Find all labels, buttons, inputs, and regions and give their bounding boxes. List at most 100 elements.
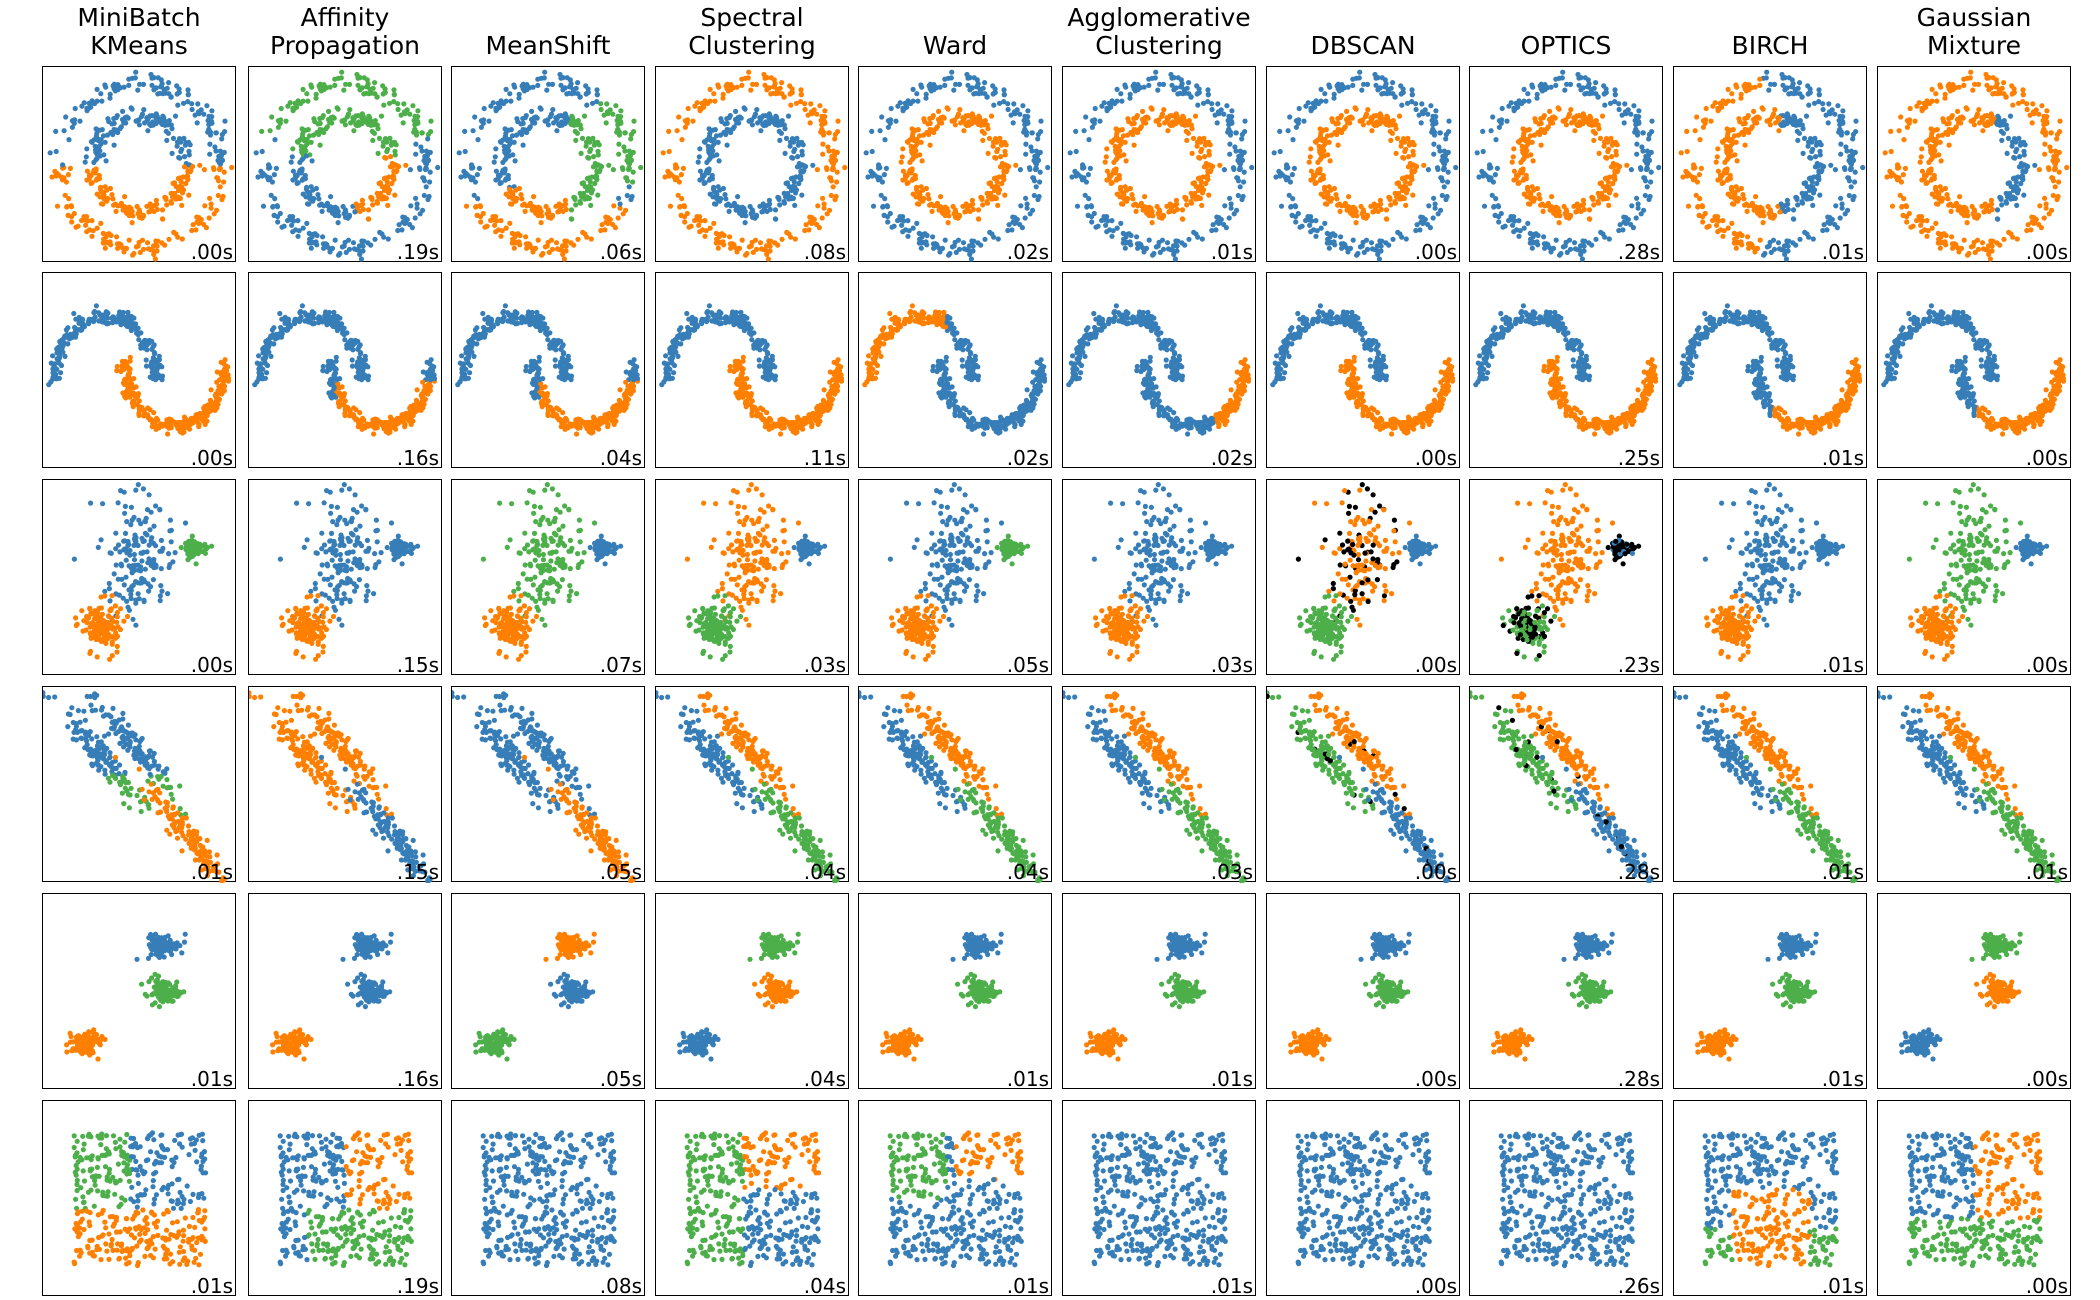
cluster-point: [869, 148, 875, 155]
cluster-point: [1180, 216, 1186, 222]
cluster-point: [1933, 141, 1939, 147]
cluster-point: [713, 133, 720, 139]
cluster-point: [1848, 184, 1854, 190]
cluster-point: [53, 128, 59, 134]
cluster-point: [997, 164, 1003, 170]
cluster-point: [1083, 179, 1089, 185]
cluster-point: [1383, 207, 1390, 213]
cluster-point: [1337, 208, 1343, 214]
cluster-point: [1608, 135, 1614, 141]
cluster-point: [2050, 192, 2056, 199]
cluster-point: [879, 179, 885, 185]
cluster-point: [1779, 247, 1785, 253]
cluster-point: [345, 237, 352, 243]
scatter-plot: [47, 69, 235, 262]
column-title: Gaussian Mixture: [1857, 4, 2091, 60]
cluster-point: [493, 214, 499, 220]
cluster-point: [2030, 101, 2036, 107]
cluster-point: [502, 177, 508, 183]
cluster-point: [666, 148, 672, 155]
cluster-point: [1556, 220, 1562, 226]
cluster-point: [1221, 167, 1227, 173]
cluster-point: [1564, 81, 1570, 87]
cluster-point: [1104, 229, 1110, 235]
cluster-point: [1333, 192, 1339, 198]
cluster-point: [567, 77, 573, 83]
cluster-point: [1935, 240, 1941, 246]
cluster-point: [986, 180, 992, 186]
cluster-point: [1971, 117, 1977, 123]
cluster-point: [255, 174, 261, 180]
cluster-point: [1011, 101, 1017, 107]
cluster-point: [130, 252, 136, 258]
cluster-point: [1118, 220, 1124, 226]
cluster-point: [1360, 117, 1366, 123]
cluster-point: [1445, 149, 1451, 155]
cluster-point: [423, 166, 429, 172]
cluster-point: [778, 130, 784, 136]
cluster-point: [1807, 154, 1813, 161]
cluster-point: [1307, 154, 1313, 160]
cluster-point: [425, 136, 431, 142]
cluster-point: [351, 115, 357, 121]
cluster-point: [1291, 165, 1297, 171]
cluster-point: [2037, 203, 2043, 209]
cluster-point: [1174, 201, 1180, 207]
cluster-point: [1832, 111, 1838, 117]
cluster-point: [1135, 82, 1141, 88]
cluster-point: [1120, 133, 1127, 139]
cluster-point: [1118, 141, 1124, 147]
cluster-point: [1735, 231, 1741, 237]
cluster-point: [871, 172, 877, 178]
cluster-point: [772, 207, 779, 213]
cluster-point: [1581, 248, 1587, 254]
cluster-point: [939, 245, 946, 251]
cluster-point: [598, 106, 604, 113]
cluster-point: [1797, 91, 1803, 97]
cluster-point: [1365, 107, 1371, 113]
cluster-point: [1213, 227, 1219, 233]
cluster-point: [2056, 179, 2062, 185]
cluster-point: [1700, 214, 1706, 220]
cluster-point: [207, 151, 213, 157]
cluster-point: [221, 149, 227, 155]
cluster-point: [1350, 237, 1356, 243]
cluster-point: [750, 249, 756, 255]
cluster-point: [791, 148, 797, 155]
cluster-point: [628, 196, 634, 203]
cluster-point: [1086, 196, 1092, 202]
cluster-point: [904, 104, 910, 110]
cluster-point: [1838, 141, 1844, 147]
cluster-point: [1035, 196, 1041, 203]
cluster-point: [916, 133, 923, 139]
cluster-point: [524, 82, 530, 88]
cluster-point: [306, 240, 312, 246]
cluster-point: [128, 105, 134, 111]
cluster-point: [615, 122, 621, 128]
cluster-point: [754, 107, 760, 113]
cluster-point: [99, 98, 105, 104]
cluster-point: [989, 196, 995, 202]
cluster-point: [1406, 154, 1412, 160]
cluster-point: [1607, 187, 1614, 193]
cluster-point: [563, 206, 569, 213]
cluster-point: [604, 101, 610, 107]
cluster-point: [329, 120, 335, 126]
cluster-point: [821, 201, 827, 207]
cluster-point: [1751, 108, 1757, 114]
cluster-point: [1976, 107, 1982, 113]
cluster-point: [1375, 251, 1381, 257]
cluster-point: [1194, 143, 1200, 149]
cluster-point: [2006, 191, 2012, 197]
cluster-point: [1582, 91, 1588, 97]
cluster-point: [317, 84, 323, 90]
cluster-point: [1994, 240, 2000, 246]
cluster-point: [1318, 225, 1324, 231]
cluster-point: [673, 162, 679, 168]
cluster-point: [1511, 146, 1517, 152]
cluster-point: [171, 229, 177, 235]
cluster-point: [1329, 240, 1335, 246]
cluster-point: [1557, 252, 1563, 258]
cluster-point: [980, 202, 986, 208]
cluster-point: [1700, 219, 1706, 225]
